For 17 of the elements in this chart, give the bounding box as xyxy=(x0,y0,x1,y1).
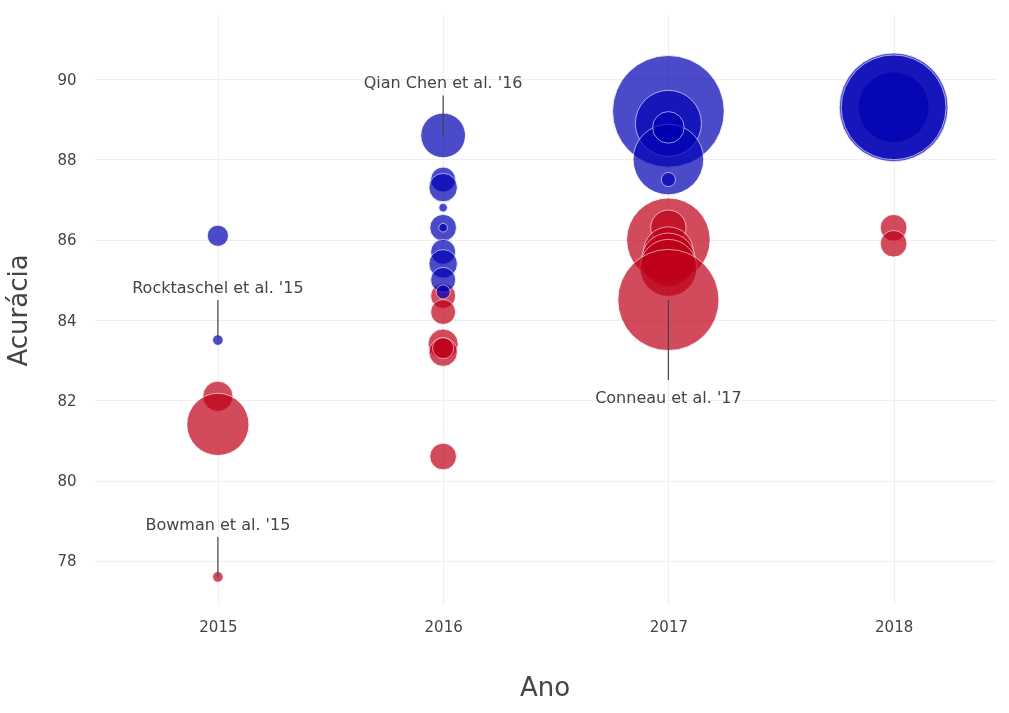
y-tick-label: 90 xyxy=(57,70,77,89)
y-tick-label: 82 xyxy=(57,391,77,410)
x-tick-label: 2016 xyxy=(424,617,463,636)
x-tick-label: 2018 xyxy=(875,617,914,636)
y-tick-label: 84 xyxy=(57,311,77,330)
annotation: Bowman et al. '15 xyxy=(145,514,291,534)
x-axis-title: Ano xyxy=(519,671,571,702)
x-tick-label: 2015 xyxy=(199,617,238,636)
annotation: Qian Chen et al. '16 xyxy=(363,73,523,93)
y-tick-label: 86 xyxy=(57,231,77,250)
y-axis-title: Acurácia xyxy=(3,254,34,367)
x-tick-label: 2017 xyxy=(649,617,688,636)
annotation: Conneau et al. '17 xyxy=(595,387,742,407)
y-tick-label: 88 xyxy=(57,150,77,169)
y-tick-label: 80 xyxy=(57,472,77,491)
annotation: Rocktaschel et al. '15 xyxy=(132,278,304,298)
y-tick-label: 78 xyxy=(57,552,77,571)
